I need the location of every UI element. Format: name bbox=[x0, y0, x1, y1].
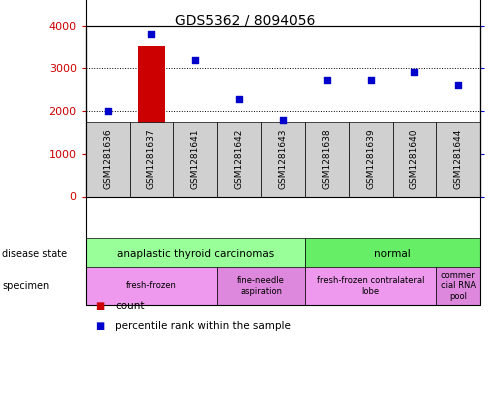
Text: GSM1281638: GSM1281638 bbox=[322, 129, 331, 189]
Point bbox=[104, 108, 112, 114]
Text: normal: normal bbox=[374, 250, 411, 259]
Bar bbox=[226, 176, 252, 196]
Bar bbox=[95, 183, 121, 196]
Bar bbox=[392, 122, 437, 196]
Text: percentile rank within the sample: percentile rank within the sample bbox=[115, 321, 291, 331]
Bar bbox=[217, 267, 305, 305]
Text: GSM1281644: GSM1281644 bbox=[454, 129, 463, 189]
Text: GSM1281642: GSM1281642 bbox=[235, 129, 244, 189]
Text: GSM1281641: GSM1281641 bbox=[191, 129, 200, 189]
Bar bbox=[314, 161, 340, 196]
Bar bbox=[138, 46, 165, 196]
Bar bbox=[349, 122, 392, 196]
Bar bbox=[86, 238, 305, 271]
Text: GSM1281640: GSM1281640 bbox=[410, 129, 419, 189]
Text: specimen: specimen bbox=[2, 281, 49, 291]
Point bbox=[367, 77, 374, 83]
Bar bbox=[86, 267, 217, 305]
Point bbox=[147, 31, 155, 37]
Point bbox=[279, 116, 287, 123]
Text: ■: ■ bbox=[96, 301, 105, 310]
Bar bbox=[182, 139, 208, 196]
Bar bbox=[86, 122, 129, 196]
Bar bbox=[305, 122, 349, 196]
Text: GSM1281636: GSM1281636 bbox=[103, 129, 112, 189]
Bar bbox=[437, 267, 480, 305]
Bar bbox=[305, 267, 437, 305]
Text: fine-needle
aspiration: fine-needle aspiration bbox=[237, 276, 285, 296]
Text: fresh-frozen: fresh-frozen bbox=[126, 281, 177, 290]
Bar bbox=[261, 122, 305, 196]
Text: GSM1281637: GSM1281637 bbox=[147, 129, 156, 189]
Bar bbox=[437, 122, 480, 196]
Point bbox=[411, 68, 418, 75]
Text: GSM1281643: GSM1281643 bbox=[278, 129, 288, 189]
Text: commer
cial RNA
pool: commer cial RNA pool bbox=[441, 271, 476, 301]
Text: GSM1281639: GSM1281639 bbox=[366, 129, 375, 189]
Bar bbox=[445, 163, 471, 196]
Bar bbox=[270, 185, 296, 196]
Text: fresh-frozen contralateral
lobe: fresh-frozen contralateral lobe bbox=[317, 276, 424, 296]
Text: GDS5362 / 8094056: GDS5362 / 8094056 bbox=[175, 14, 315, 28]
Bar bbox=[173, 122, 217, 196]
Bar bbox=[305, 238, 480, 271]
Point bbox=[454, 82, 462, 88]
Text: anaplastic thyroid carcinomas: anaplastic thyroid carcinomas bbox=[117, 250, 274, 259]
Point bbox=[192, 57, 199, 63]
Point bbox=[235, 96, 243, 102]
Bar bbox=[129, 122, 173, 196]
Point bbox=[323, 77, 331, 83]
Text: ■: ■ bbox=[96, 321, 105, 331]
Bar bbox=[217, 122, 261, 196]
Text: disease state: disease state bbox=[2, 250, 68, 259]
Bar bbox=[358, 158, 384, 196]
Bar bbox=[401, 152, 428, 196]
Text: count: count bbox=[115, 301, 145, 310]
